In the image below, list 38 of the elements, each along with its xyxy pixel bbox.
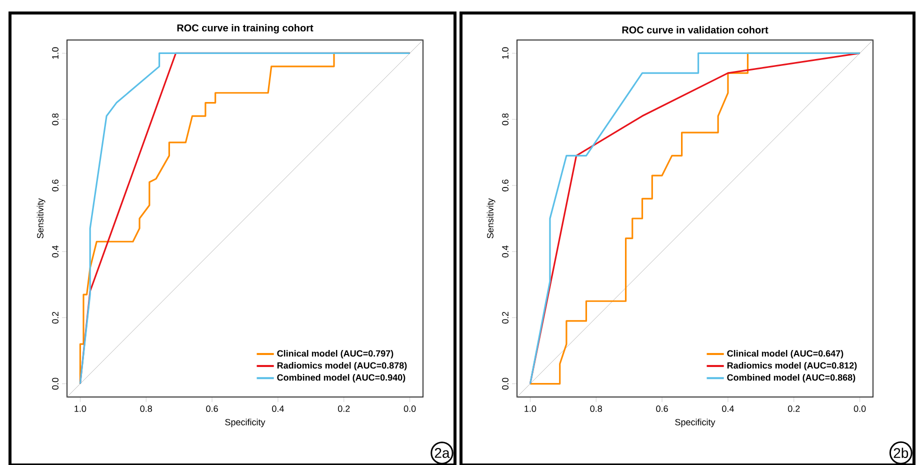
x-tick-label: 1.0 (74, 406, 86, 412)
x-tick-label: 0.2 (338, 406, 350, 412)
legend-label: Combined model (AUC=0.868) (727, 374, 856, 382)
y-tick-label: 0.4 (52, 246, 58, 258)
y-axis-title: Sensitivity (36, 198, 46, 238)
x-tick-label: 0.0 (854, 406, 866, 412)
x-tick-label: 0.8 (140, 406, 152, 412)
text: 2a (434, 448, 450, 458)
x-tick-label: 0.4 (272, 406, 284, 412)
x-tick-label: 0.6 (656, 406, 668, 412)
legend-label: Clinical model (AUC=0.647) (727, 350, 844, 358)
y-tick-label: 1.0 (502, 47, 508, 59)
y-tick-label: 0.8 (52, 113, 58, 126)
x-tick-label: 0.4 (722, 406, 734, 412)
y-axis-title: Sensitivity (486, 198, 496, 238)
legend-label: Clinical model (AUC=0.797) (277, 350, 394, 358)
y-tick-label: 0.6 (52, 180, 58, 192)
y-tick-label: 1.0 (52, 47, 58, 59)
y-tick-label: 0.0 (52, 378, 58, 390)
y-tick-label: 0.2 (502, 312, 508, 324)
legend-label: Combined model (AUC=0.940) (277, 374, 406, 382)
y-tick-label: 0.0 (502, 378, 508, 390)
x-tick-label: 0.2 (788, 406, 800, 412)
x-axis-title: Specificity (225, 418, 266, 428)
x-tick-label: 0.0 (404, 406, 416, 412)
x-tick-label: 0.6 (206, 406, 218, 412)
y-tick-label: 0.6 (502, 180, 508, 192)
legend-label: Radiomics model (AUC=0.812) (727, 362, 857, 370)
x-tick-label: 1.0 (524, 406, 536, 412)
x-tick-label: 0.8 (590, 406, 602, 412)
legend-label: Radiomics model (AUC=0.878) (277, 362, 407, 370)
y-tick-label: 0.4 (502, 246, 508, 258)
x-axis-title: Specificity (675, 418, 716, 428)
chart-title: ROC curve in training cohort (177, 24, 314, 34)
chart-title: ROC curve in validation cohort (622, 26, 768, 34)
y-tick-label: 0.2 (52, 312, 58, 324)
y-tick-label: 0.8 (502, 113, 508, 126)
text: 2b (894, 448, 908, 458)
